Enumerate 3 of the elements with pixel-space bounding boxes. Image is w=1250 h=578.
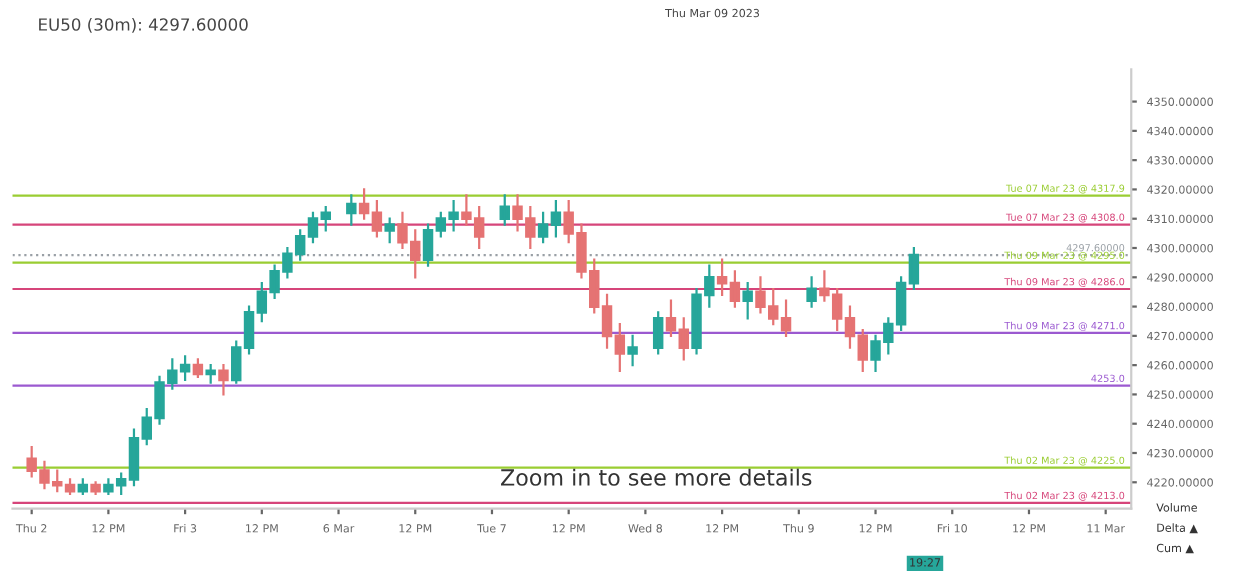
chart-title: EU50 (30m): 4297.60000: [39, 17, 248, 33]
candlestick: [384, 217, 395, 244]
annotation: Zoom in to see more details: [501, 468, 812, 486]
